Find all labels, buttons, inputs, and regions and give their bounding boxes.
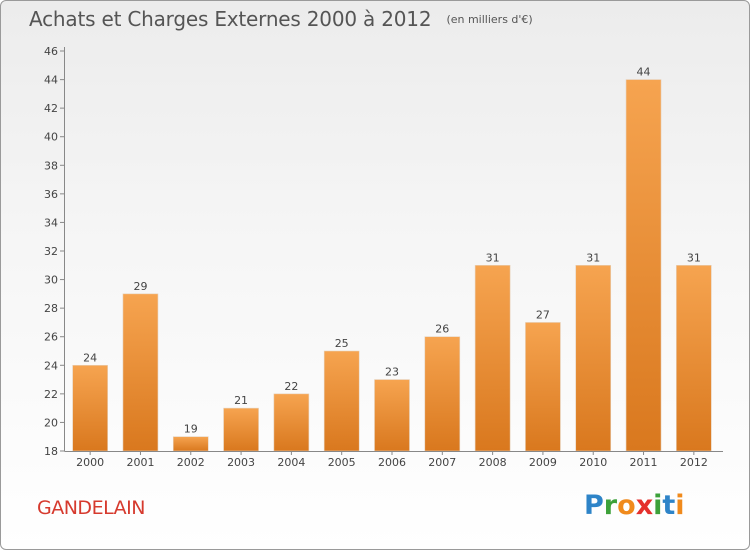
y-tick-label-36: 36 <box>44 188 58 201</box>
data-label-2003: 21 <box>234 394 248 407</box>
data-label-2010: 31 <box>586 251 600 264</box>
bar-2004 <box>273 393 310 452</box>
y-tick-label-38: 38 <box>44 159 58 172</box>
y-tick-label-42: 42 <box>44 102 58 115</box>
chart-title: Achats et Charges Externes 2000 à 2012 <box>29 7 432 31</box>
x-tick-label-2012: 2012 <box>680 456 708 469</box>
y-tick-label-22: 22 <box>44 388 58 401</box>
bar-2011 <box>625 79 662 452</box>
x-tick-label-2005: 2005 <box>328 456 356 469</box>
y-tick-label-20: 20 <box>44 416 58 429</box>
bars-group <box>72 79 712 452</box>
data-label-2006: 23 <box>385 366 399 379</box>
logo-letter: i <box>653 490 663 521</box>
logo-letter: r <box>603 490 618 521</box>
bar-2008 <box>474 264 511 452</box>
bar-2007 <box>424 336 461 452</box>
data-label-2007: 26 <box>435 323 449 336</box>
data-label-2008: 31 <box>486 251 500 264</box>
y-tick-label-18: 18 <box>44 445 58 458</box>
y-tick-label-40: 40 <box>44 131 58 144</box>
logo-letter: P <box>584 490 604 521</box>
data-label-2005: 25 <box>335 337 349 350</box>
y-tick-label-34: 34 <box>44 216 58 229</box>
bar-2005 <box>323 350 360 452</box>
proxiti-logo: Proxiti <box>584 490 685 521</box>
bar-2003 <box>223 407 259 452</box>
data-label-2001: 29 <box>133 280 147 293</box>
bar-2009 <box>525 322 561 452</box>
chart-subtitle: (en milliers d'€) <box>446 13 533 26</box>
x-tick-label-2010: 2010 <box>579 456 607 469</box>
x-tick-label-2008: 2008 <box>479 456 507 469</box>
x-tick-label-2002: 2002 <box>177 456 205 469</box>
data-label-2004: 22 <box>284 380 298 393</box>
x-tick-label-2004: 2004 <box>277 456 305 469</box>
y-tick-label-46: 46 <box>44 45 58 58</box>
logo-letter: i <box>675 490 685 521</box>
bar-2006 <box>374 379 410 452</box>
bar-2001 <box>122 293 159 452</box>
logo-letter: t <box>662 490 676 521</box>
x-tick-label-2007: 2007 <box>428 456 456 469</box>
labels-group: 24 2000 29 2001 19 2002 21 2003 22 2004 25 2005 23 20… <box>44 45 708 469</box>
y-tick-label-44: 44 <box>44 74 58 87</box>
title-row: Achats et Charges Externes 2000 à 2012 (… <box>29 7 533 31</box>
bar-2012 <box>676 264 712 452</box>
y-tick-label-32: 32 <box>44 245 58 258</box>
x-tick-label-2000: 2000 <box>76 456 104 469</box>
bar-2002 <box>172 436 209 452</box>
axes-group <box>60 47 723 455</box>
x-tick-label-2003: 2003 <box>227 456 255 469</box>
place-name: GANDELAIN <box>37 497 145 519</box>
y-tick-label-28: 28 <box>44 302 58 315</box>
y-tick-label-26: 26 <box>44 331 58 344</box>
logo-letter: o <box>617 490 636 521</box>
data-label-2009: 27 <box>536 308 550 321</box>
logo-letter: x <box>635 490 654 521</box>
data-label-2011: 44 <box>637 66 651 79</box>
data-label-2012: 31 <box>687 251 701 264</box>
y-tick-label-30: 30 <box>44 274 58 287</box>
x-tick-label-2001: 2001 <box>126 456 154 469</box>
data-label-2002: 19 <box>184 423 198 436</box>
data-label-2000: 24 <box>83 351 97 364</box>
x-tick-label-2011: 2011 <box>630 456 658 469</box>
bar-2010 <box>575 264 612 452</box>
x-tick-label-2006: 2006 <box>378 456 406 469</box>
y-tick-label-24: 24 <box>44 359 58 372</box>
x-tick-label-2009: 2009 <box>529 456 557 469</box>
bar-2000 <box>72 364 108 452</box>
